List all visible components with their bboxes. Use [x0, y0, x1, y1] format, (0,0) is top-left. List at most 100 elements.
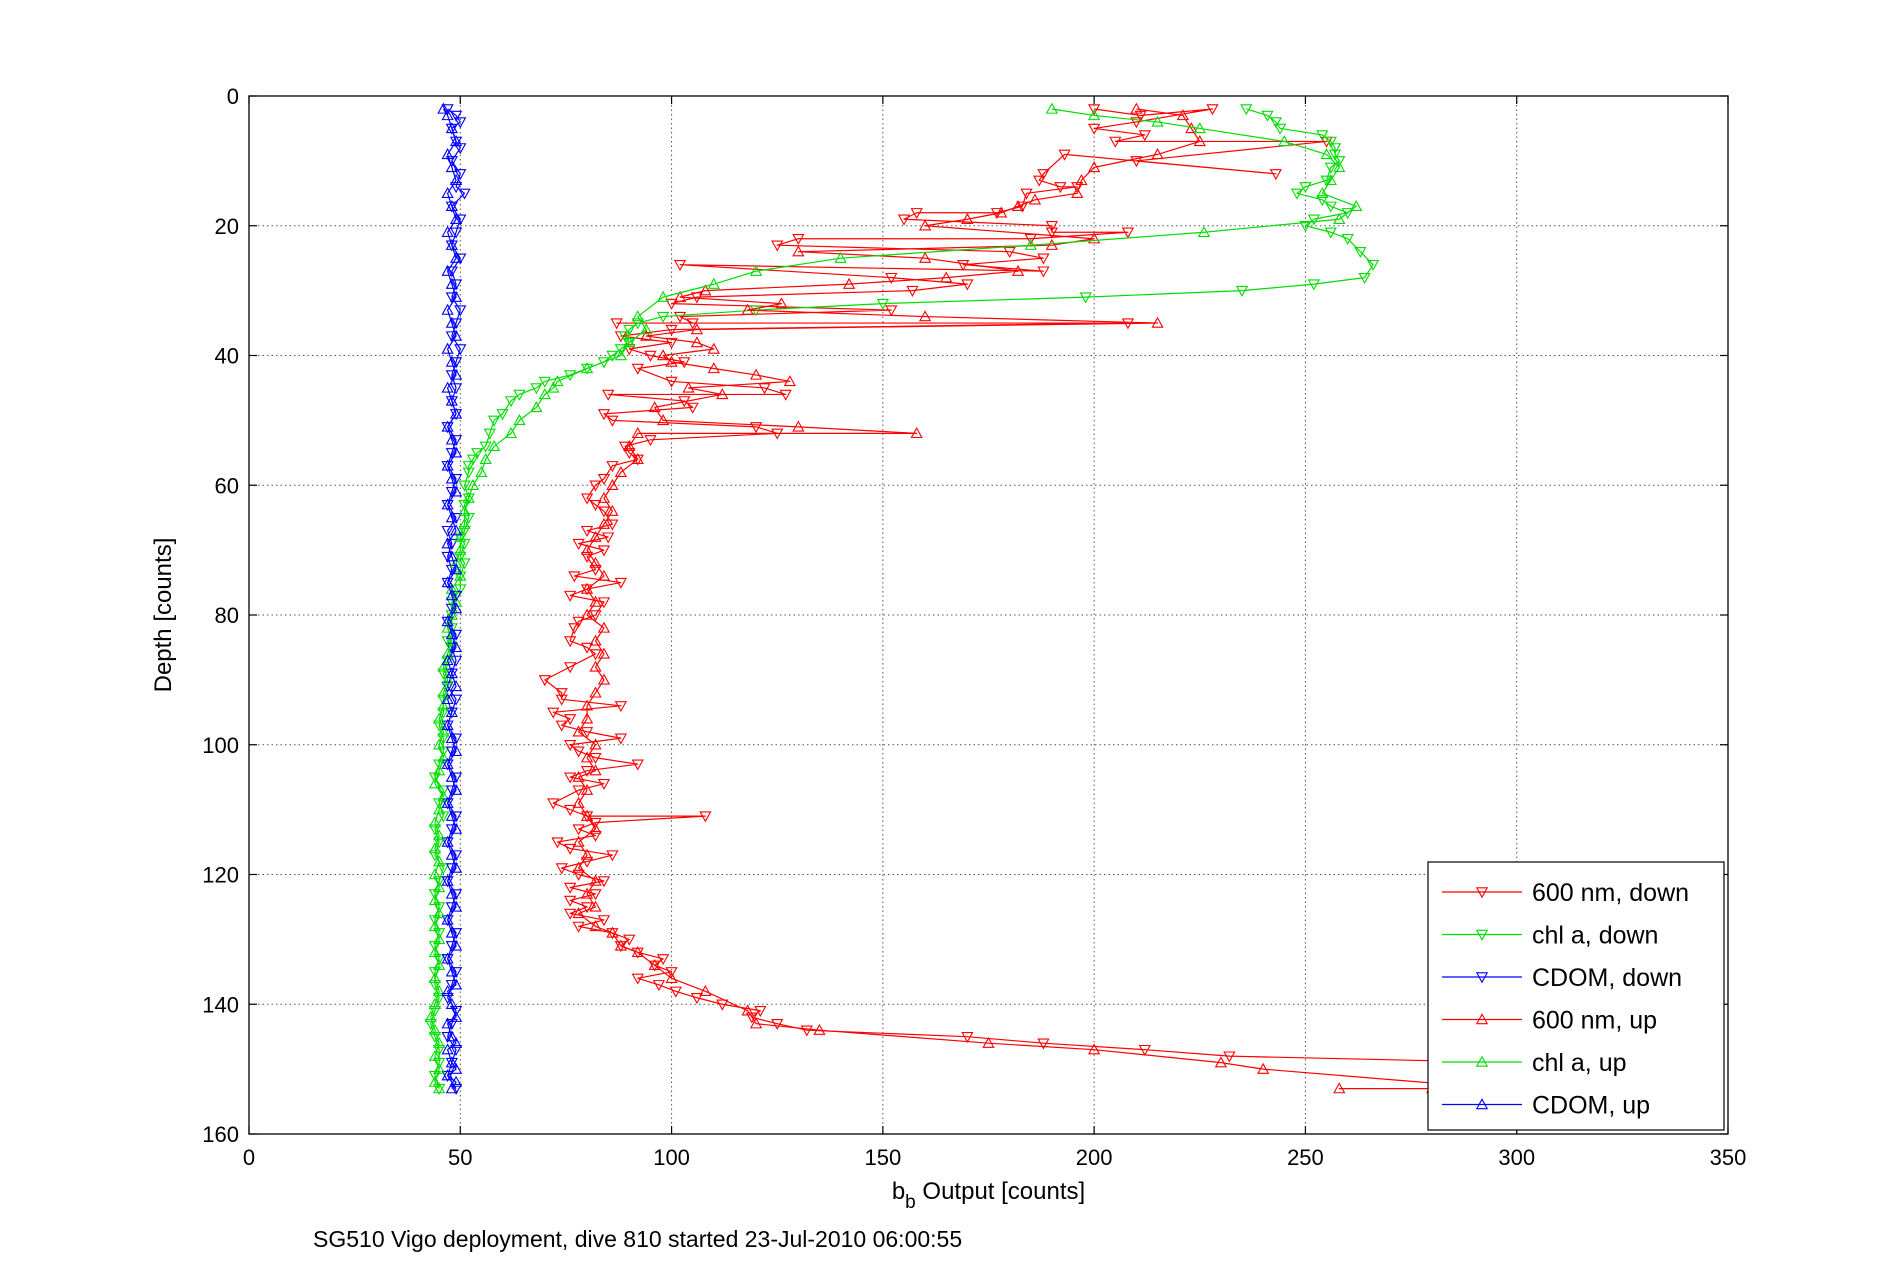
data-point: [580, 727, 594, 739]
data-point: [572, 538, 585, 550]
data-point: [445, 785, 458, 797]
data-point: [433, 933, 446, 945]
data-point: [479, 441, 492, 453]
data-point: [428, 1075, 442, 1087]
data-point: [631, 363, 644, 375]
data-point: [589, 686, 602, 698]
data-point: [441, 381, 454, 393]
data-point: [424, 1010, 437, 1022]
data-point: [918, 310, 932, 322]
data-point: [606, 461, 619, 473]
data-point: [449, 329, 463, 341]
data-point: [445, 848, 458, 860]
data-point: [1088, 123, 1101, 135]
data-point: [957, 259, 970, 272]
data-point: [454, 569, 467, 581]
data-point: [623, 448, 636, 460]
data-point: [449, 251, 463, 263]
data-point: [614, 939, 627, 951]
data-point: [606, 478, 619, 490]
data-point: [606, 850, 619, 862]
x-axis: 0 50 100 150 200 250 300 350: [243, 96, 1746, 1170]
data-point: [1235, 285, 1249, 297]
data-point: [437, 725, 450, 737]
data-point: [580, 699, 594, 711]
y-tick-label: 60: [215, 473, 239, 498]
data-point: [597, 517, 611, 529]
legend-label: 600 nm, up: [1532, 1007, 1657, 1035]
data-point: [1003, 246, 1016, 259]
data-point: [1037, 1038, 1050, 1050]
data-point: [1316, 186, 1329, 199]
data-point: [580, 751, 594, 763]
data-point: [686, 318, 699, 330]
data-point: [1328, 149, 1342, 161]
data-point: [572, 770, 585, 782]
data-point: [1058, 149, 1071, 161]
data-point: [433, 907, 446, 919]
data-point: [758, 383, 771, 395]
data-point: [665, 337, 678, 349]
y-tick-label: 140: [202, 992, 239, 1017]
data-point: [433, 712, 446, 724]
data-point: [445, 824, 458, 836]
data-point: [449, 435, 463, 447]
data-point: [631, 310, 644, 322]
data-point: [428, 777, 442, 789]
data-point: [1037, 253, 1050, 265]
data-point: [589, 556, 602, 568]
data-point: [572, 725, 585, 737]
data-point: [1197, 225, 1211, 237]
data-point: [906, 285, 919, 297]
data-point: [445, 926, 458, 938]
data-point: [441, 148, 454, 160]
data-point: [589, 817, 602, 829]
data-point: [589, 764, 602, 776]
data-point: [483, 428, 497, 440]
data-point: [1324, 201, 1337, 213]
data-point: [597, 474, 611, 486]
data-point: [441, 303, 454, 315]
data-point: [707, 277, 720, 289]
data-point: [1328, 143, 1342, 155]
data-point: [449, 182, 463, 194]
data-point: [656, 311, 670, 323]
data-point: [1299, 182, 1312, 194]
data-point: [538, 388, 551, 400]
data-point: [716, 999, 729, 1011]
data-point: [1028, 193, 1042, 205]
data-point: [918, 219, 932, 231]
data-point: [580, 856, 594, 868]
data-point: [445, 997, 458, 1009]
data-point: [589, 649, 602, 661]
data-point: [580, 765, 594, 778]
data-point: [1350, 199, 1363, 211]
data-point: [458, 188, 471, 200]
data-point: [1307, 279, 1321, 291]
data-point: [513, 414, 526, 426]
legend-swatch-marker: [1475, 972, 1489, 984]
data-point: [1020, 188, 1033, 200]
data-point: [445, 238, 458, 250]
data-point: [1341, 208, 1354, 220]
data-point: [1045, 238, 1059, 250]
data-point: [572, 785, 585, 797]
data-point: [606, 926, 619, 938]
data-point: [449, 227, 463, 239]
data-point: [449, 318, 463, 330]
x-axis-label: bb Output [counts]: [892, 1178, 1085, 1213]
data-point: [1324, 136, 1337, 148]
data-point: [445, 292, 458, 304]
data-point: [580, 362, 594, 374]
y-tick-label: 0: [227, 84, 239, 109]
data-point: [792, 245, 805, 257]
data-point: [1151, 115, 1164, 127]
data-point: [449, 822, 463, 834]
data-point: [1024, 234, 1037, 246]
data-point: [445, 277, 458, 289]
legend: 600 nm, down chl a, down CDOM, down 600 nm,…: [1427, 861, 1725, 1131]
data-point: [876, 298, 889, 310]
data-point: [564, 714, 577, 726]
data-point: [1273, 123, 1287, 135]
data-point: [449, 563, 463, 575]
